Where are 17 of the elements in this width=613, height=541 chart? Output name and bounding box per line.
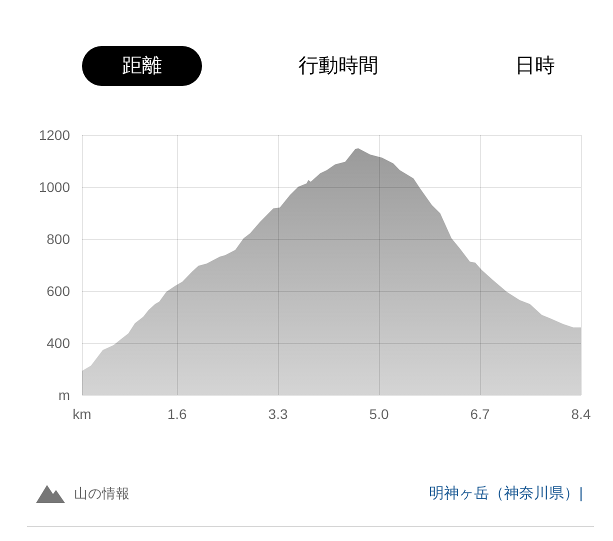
y-tick-label: 600 [46,283,70,299]
x-tick-label: km [72,406,92,422]
x-tick-label: 3.3 [268,406,288,422]
y-tick-label: 1200 [38,127,70,143]
x-tick-label: 6.7 [470,406,490,422]
text: 距離 [122,55,162,77]
y-tick-label: m [58,387,70,403]
y-tick-label: 800 [46,231,70,247]
x-tick-label: 5.0 [369,406,389,422]
x-tick-label: 8.4 [571,406,591,422]
y-tick-label: 400 [46,335,70,351]
y-tick-label: 1000 [38,179,70,195]
text: 明神ヶ岳（神奈川県）| [429,484,583,504]
x-tick-label: 1.6 [167,406,187,422]
text: 日時 [515,55,555,77]
text: 山の情報 [74,485,130,503]
text: 行動時間 [298,55,378,77]
